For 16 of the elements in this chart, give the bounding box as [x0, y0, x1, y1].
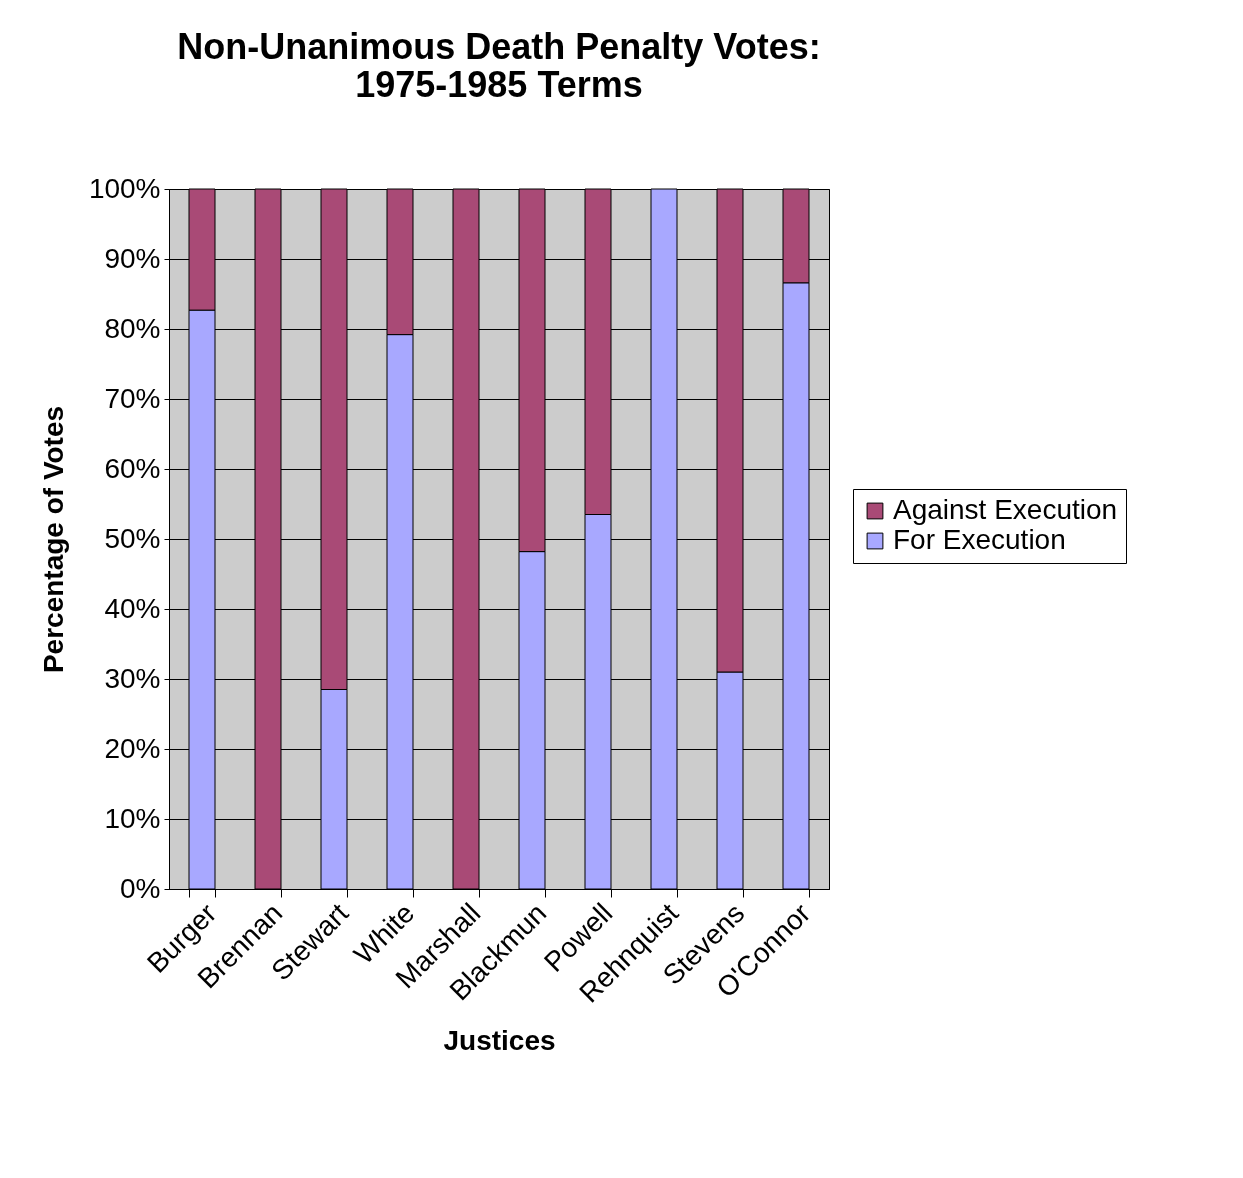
legend-label: Against Execution [893, 494, 1118, 525]
y-tick-label: 90% [104, 242, 161, 274]
y-tick-label: 100% [88, 172, 161, 204]
y-axis-title: Percentage of Votes [37, 405, 69, 674]
y-tick-label: 40% [104, 592, 161, 624]
y-tick-label: 70% [104, 382, 161, 414]
y-tick-label: 50% [104, 522, 161, 554]
y-tick-label: 20% [104, 732, 161, 764]
x-axis-title: Justices [443, 1025, 556, 1057]
y-tick-label: 60% [104, 452, 161, 484]
y-tick-label: 10% [104, 802, 161, 834]
legend-label: For Execution [893, 524, 1066, 555]
y-tick-label: 0% [120, 872, 161, 904]
y-tick-label: 80% [104, 312, 161, 344]
y-tick-label: 30% [104, 662, 161, 694]
chart-title: Non-Unanimous Death Penalty Votes: 1975-1985 Terms [177, 26, 821, 105]
